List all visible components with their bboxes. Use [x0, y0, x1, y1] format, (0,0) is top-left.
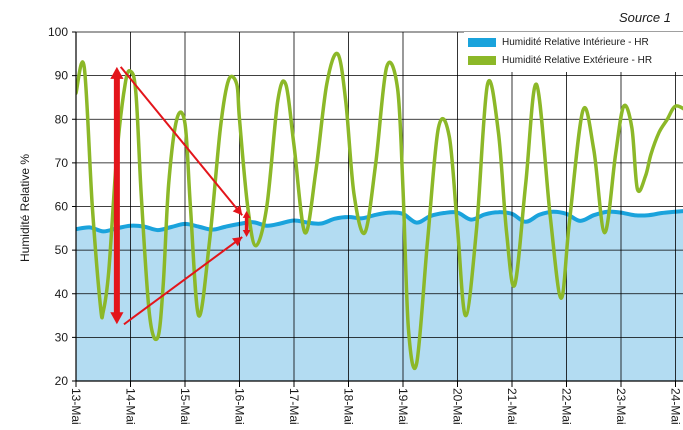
- y-tick-label-60: 60: [55, 200, 69, 214]
- x-tick-label-14-Mai: 14-Mai: [124, 388, 138, 425]
- y-tick-label-40: 40: [55, 287, 69, 301]
- legend-swatch-interior: [468, 37, 496, 47]
- annotation-arrowhead-2: [232, 205, 243, 216]
- annotation-arrowhead-bottom-0: [110, 312, 124, 325]
- x-tick-label-16-Mai: 16-Mai: [233, 388, 247, 425]
- x-tick-label-21-Mai: 21-Mai: [505, 388, 519, 425]
- y-tick-label-30: 30: [55, 330, 69, 344]
- annotation-arrowhead-bottom-1: [242, 230, 251, 238]
- y-axis-title: Humidité Relative %: [18, 153, 32, 263]
- source-label: Source 1: [618, 10, 671, 25]
- interior-series-area: [76, 209, 683, 381]
- x-tick-label-22-Mai: 22-Mai: [560, 388, 574, 425]
- legend-swatch-exterior: [468, 55, 496, 65]
- annotation-arrowhead-top-1: [242, 210, 251, 218]
- annotation-arrow-2: [119, 66, 243, 216]
- interior-series-line: [76, 209, 683, 234]
- x-tick-label-23-Mai: 23-Mai: [614, 388, 628, 425]
- x-tick-label-17-Mai: 17-Mai: [287, 388, 301, 425]
- x-tick-label-24-Mai: 24-Mai: [669, 388, 683, 425]
- legend-label-exterior: Humidité Relative Extérieure - HR: [502, 54, 653, 66]
- y-tick-label-100: 100: [48, 25, 68, 39]
- exterior-series-line: [76, 51, 683, 371]
- x-tick-label-15-Mai: 15-Mai: [178, 388, 192, 425]
- axes: 20 30 40 50 60 70 80 90 100 13-Mai 14-Mai 15-Mai 16-…: [48, 25, 683, 425]
- legend: Humidité Relative Intérieure - HR Humidi…: [464, 32, 683, 72]
- exterior-series-line: [76, 51, 683, 371]
- legend-item-exterior: Humidité Relative Extérieure - HR: [468, 52, 652, 68]
- annotation-arrowhead-top-0: [110, 66, 124, 79]
- y-tick-label-20: 20: [55, 374, 69, 388]
- x-tick-label-18-Mai: 18-Mai: [342, 388, 356, 425]
- annotation-arrows: [110, 66, 251, 326]
- interior-area-fill: [76, 211, 683, 381]
- y-tick-label-70: 70: [55, 156, 69, 170]
- legend-label-interior: Humidité Relative Intérieure - HR: [502, 36, 649, 48]
- y-tick-label-80: 80: [55, 112, 69, 126]
- x-tick-label-13-Mai: 13-Mai: [69, 388, 83, 425]
- legend-item-interior: Humidité Relative Intérieure - HR: [468, 34, 649, 50]
- x-tick-label-20-Mai: 20-Mai: [451, 388, 465, 425]
- annotation-arrow-3: [123, 236, 243, 326]
- annotation-arrowhead-3: [232, 237, 243, 247]
- x-tick-label-19-Mai: 19-Mai: [396, 388, 410, 425]
- y-tick-label-90: 90: [55, 69, 69, 83]
- y-tick-label-50: 50: [55, 243, 69, 257]
